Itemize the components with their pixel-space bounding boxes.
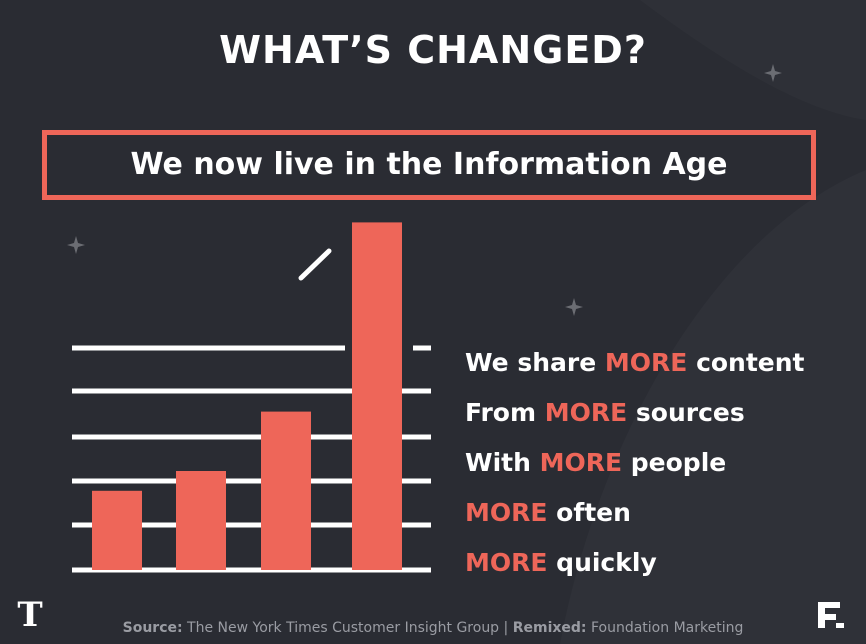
foundation-f-logo-icon — [818, 602, 844, 628]
growth-slash-mark — [298, 248, 332, 281]
bullet-item: With MORE people — [465, 448, 727, 477]
source-footer: Source: The New York Times Customer Insi… — [122, 620, 744, 636]
headline-banner: We now live in the Information Age — [42, 130, 816, 200]
bullet-item: MORE often — [465, 498, 631, 527]
bullet-item: We share MORE content — [465, 348, 805, 377]
nyt-t-logo-icon: T — [17, 595, 43, 635]
chart-bar — [261, 411, 311, 570]
chart-bar — [176, 471, 226, 570]
sparkle-icon — [67, 64, 782, 316]
chart-bar — [92, 490, 142, 570]
chart-bar — [352, 222, 402, 570]
bullet-item: From MORE sources — [465, 398, 745, 427]
bullet-list: We share MORE content From MORE sources … — [465, 338, 855, 588]
bullet-item: MORE quickly — [465, 548, 657, 577]
banner-text: We now live in the Information Age — [130, 147, 728, 182]
page-title: WHAT’S CHANGED? — [219, 28, 647, 72]
chart-bars — [92, 222, 402, 570]
